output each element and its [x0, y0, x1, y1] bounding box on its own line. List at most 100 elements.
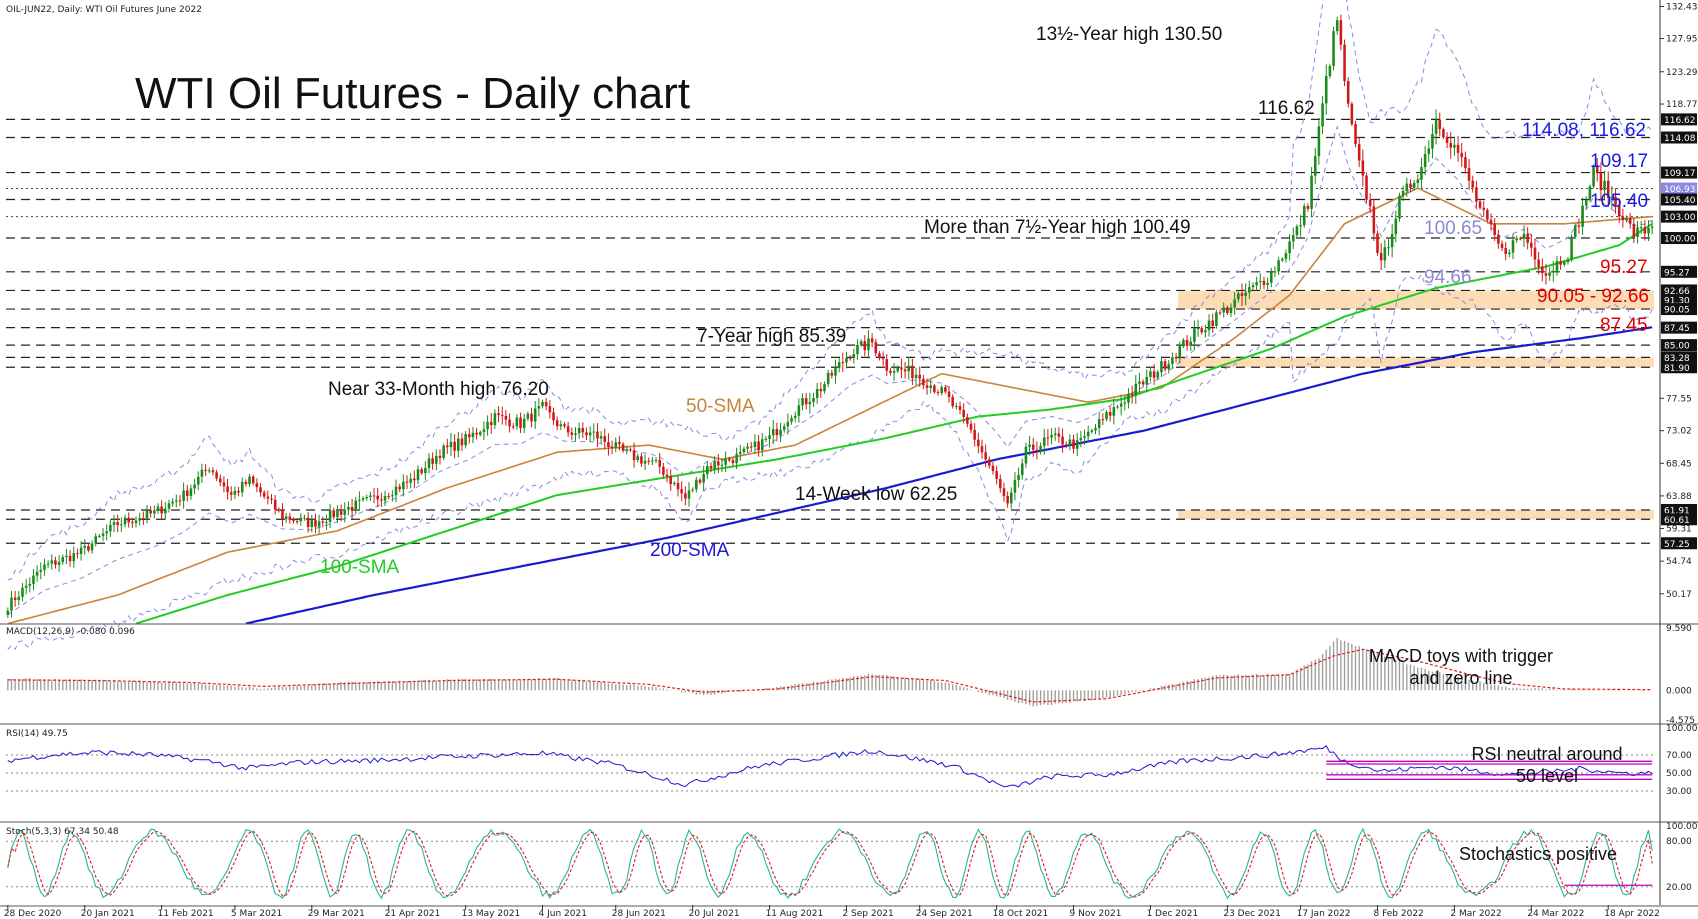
candle-body [717, 461, 720, 466]
candle-body [1302, 205, 1306, 226]
y-tick-label: 132.43 [1666, 2, 1698, 12]
candle-body [1577, 225, 1581, 227]
candle-body [248, 476, 251, 485]
candle-body [1094, 427, 1097, 431]
candle-body [731, 460, 735, 464]
candle-body [1321, 103, 1324, 127]
candle-body [486, 421, 489, 430]
candle-body [1207, 320, 1211, 331]
candle-body [1365, 175, 1368, 200]
candle-body [691, 489, 694, 491]
level-label-90-92: 90.05 - 92.66 [1537, 286, 1649, 307]
candle-body [533, 408, 537, 422]
candle-body [1456, 144, 1460, 153]
candle-body [1511, 240, 1515, 253]
level-box-label: 57.25 [1664, 540, 1690, 550]
stoch-y-tick: 80.00 [1666, 837, 1692, 847]
candle-body [1310, 175, 1313, 209]
candle-body [303, 517, 306, 519]
y-tick-label: 123.29 [1666, 68, 1698, 78]
candle-body [1530, 242, 1533, 248]
candle-body [1434, 119, 1438, 134]
candle-body [1555, 261, 1559, 271]
candle-body [317, 521, 321, 527]
candle-body [610, 446, 614, 448]
candle-body [1438, 119, 1442, 130]
candle-body [1075, 440, 1079, 449]
candle-body [1295, 226, 1299, 236]
candle-body [570, 432, 574, 435]
candle-body [1097, 419, 1101, 428]
candle-body [889, 370, 892, 373]
candle-body [706, 466, 709, 475]
candle-body [1445, 137, 1449, 143]
candle-body [46, 563, 50, 565]
stoch-y-tick: 100.00 [1666, 822, 1698, 832]
level-box-label: 103.00 [1664, 213, 1696, 223]
candle-body [603, 436, 607, 442]
candle-body [596, 431, 599, 439]
level-label-87-45: 87.45 [1600, 315, 1648, 336]
candle-body [1130, 394, 1134, 396]
candle-body [1237, 293, 1240, 300]
candle-body [559, 424, 563, 427]
candle-body [1427, 148, 1431, 154]
candle-body [394, 486, 398, 496]
candle-body [328, 510, 332, 522]
candle-body [673, 483, 676, 485]
x-tick-label: 4 Jun 2021 [539, 909, 587, 919]
candle-body [1288, 241, 1291, 254]
x-tick-label: 11 Aug 2021 [766, 909, 824, 919]
candle-body [149, 510, 152, 514]
candle-body [281, 510, 284, 520]
candle-body [592, 431, 596, 433]
level-label-114-116: 114.08, 116.62 [1522, 120, 1646, 141]
candle-body [984, 452, 987, 460]
candle-body [1226, 307, 1229, 314]
candle-body [1614, 196, 1617, 206]
candle-body [1064, 444, 1068, 446]
candle-body [1566, 259, 1570, 263]
candle-body [1116, 406, 1119, 408]
candle-body [259, 487, 262, 493]
price-axis: 132.43 127.95 123.29 118.77 77.55 73.02 68.45 6… [1659, 0, 1698, 905]
candle-body [885, 359, 889, 371]
rsi-y-tick: 50.00 [1666, 769, 1692, 779]
candle-body [431, 458, 434, 464]
candle-body [226, 486, 229, 493]
level-box [1661, 113, 1697, 126]
level-box [1661, 351, 1697, 364]
candle-body [76, 553, 79, 555]
candle-body [343, 509, 347, 515]
candle-body [109, 524, 112, 532]
bollinger-middle [7, 125, 1653, 616]
candle-body [1193, 328, 1196, 342]
level-box-label: 61.91 [1664, 506, 1690, 516]
candle-body [724, 458, 727, 465]
label-100-sma: 100-SMA [320, 557, 400, 578]
candle-body [467, 434, 471, 438]
candle-body [698, 479, 702, 483]
candle-body [574, 433, 577, 435]
candle-body [1134, 383, 1138, 396]
candle-body [1464, 157, 1467, 168]
candle-body [1240, 293, 1244, 296]
candle-body [251, 476, 255, 484]
rsi-y-tick: 30.00 [1666, 787, 1692, 797]
candle-body [782, 426, 786, 430]
candle-body [1394, 218, 1398, 235]
candle-body [892, 371, 896, 373]
candle-body [1009, 492, 1013, 504]
candle-body [1138, 381, 1141, 384]
candle-body [1398, 195, 1401, 219]
candle-body [1537, 259, 1540, 267]
level-box [1661, 503, 1697, 516]
candle-body [625, 449, 629, 451]
candle-body [936, 392, 940, 394]
candle-body [830, 372, 834, 376]
candle-body [98, 535, 101, 537]
candle-body [933, 385, 936, 393]
level-box [1661, 361, 1697, 374]
candle-body [493, 413, 497, 425]
x-tick-label: 21 Apr 2021 [385, 909, 441, 919]
